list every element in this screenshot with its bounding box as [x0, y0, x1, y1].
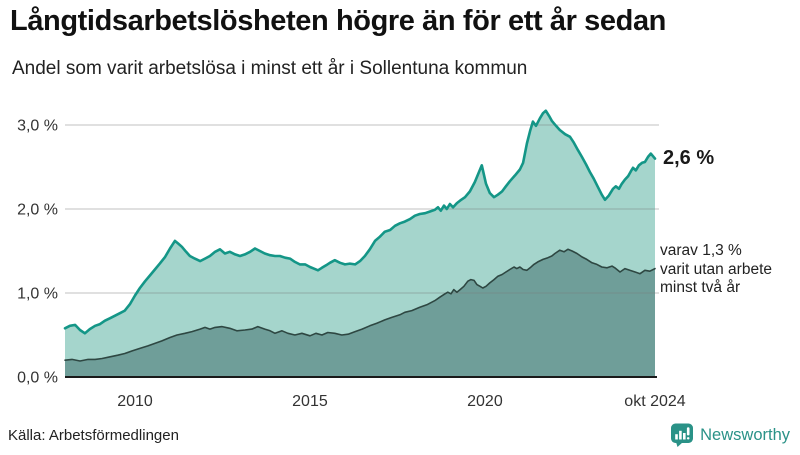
subseries-annotation-line1: varav 1,3 %: [660, 242, 742, 259]
y-tick-label: 0,0 %: [17, 370, 58, 387]
x-tick-label: okt 2024: [624, 393, 685, 410]
series-line-total: [63, 109, 657, 335]
subseries-annotation: varav 1,3 % varit utan arbete minst två …: [660, 242, 772, 298]
subseries-annotation-line3: minst två år: [660, 279, 741, 296]
page-title: Långtidsarbetslösheten högre än för ett …: [10, 5, 666, 37]
newsworthy-logo-icon: [670, 423, 694, 447]
x-tick-label: 2010: [117, 393, 153, 410]
y-tick-label: 2,0 %: [17, 202, 58, 219]
branding: Newsworthy: [670, 423, 790, 447]
x-tick-label: 2020: [467, 393, 503, 410]
y-tick-label: 3,0 %: [17, 118, 58, 135]
brand-name: Newsworthy: [700, 425, 790, 444]
series-line-two-years: [64, 248, 656, 362]
source-label: Källa: Arbetsförmedlingen: [8, 427, 179, 444]
subseries-annotation-line2: varit utan arbete: [660, 260, 773, 278]
y-tick-label: 1,0 %: [17, 286, 58, 303]
chart-subtitle: Andel som varit arbetslösa i minst ett å…: [12, 58, 528, 79]
x-tick-label: 2015: [292, 393, 328, 410]
latest-value-label: 2,6 %: [663, 147, 715, 169]
series-area-two-years: [65, 249, 655, 377]
